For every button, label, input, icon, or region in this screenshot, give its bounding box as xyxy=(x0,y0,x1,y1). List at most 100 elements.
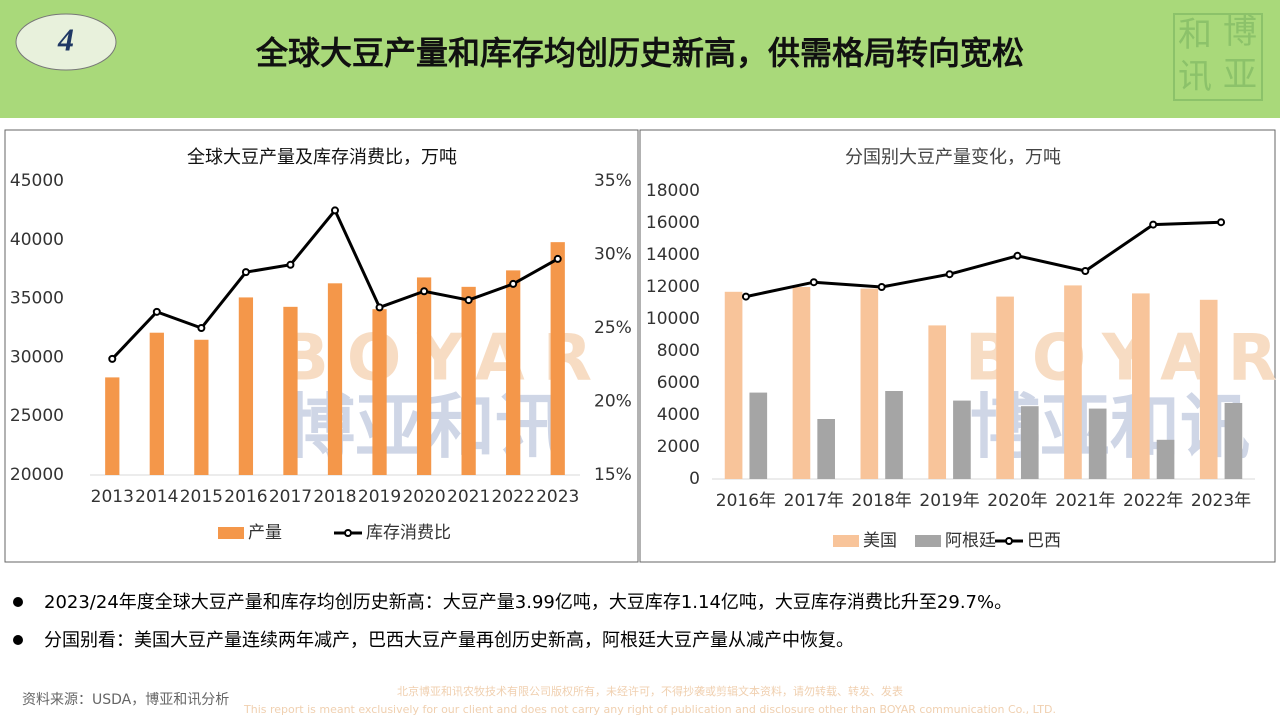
legend-swatch xyxy=(1005,537,1013,545)
bar xyxy=(885,391,903,479)
legend-label: 库存消费比 xyxy=(366,523,451,543)
bullet: 2023/24年度全球大豆产量和库存均创历史新高：大豆产量3.99亿吨，大豆库存… xyxy=(44,592,1012,613)
bar xyxy=(1088,408,1107,479)
point xyxy=(945,270,954,279)
y-tick-label: 18000 xyxy=(646,181,700,201)
y-tick-label: 45000 xyxy=(10,171,64,191)
point xyxy=(331,206,339,215)
legend-label: 美国 xyxy=(863,531,897,551)
x-tick-label: 2018年 xyxy=(852,491,912,511)
y-tick-label: 40000 xyxy=(10,230,64,250)
bar xyxy=(461,286,476,475)
logo-char: 和 xyxy=(1178,17,1212,54)
bar xyxy=(860,288,879,479)
point xyxy=(108,354,117,363)
bullet-dot xyxy=(13,597,23,607)
y-tick-label: 30000 xyxy=(10,347,64,367)
y-tick-label: 2000 xyxy=(657,437,700,457)
logo-char: 讯 xyxy=(1178,59,1212,96)
x-tick-label: 2014 xyxy=(135,487,178,507)
bar xyxy=(953,400,971,479)
x-tick-label: 2022 xyxy=(492,487,535,507)
badge-text: 4 xyxy=(57,21,74,57)
bar xyxy=(1132,293,1150,479)
bullet: 分国别看：美国大豆产量连续两年减产，巴西大豆产量再创历史新高，阿根廷大豆产量从减… xyxy=(44,630,854,651)
x-tick-label: 2015 xyxy=(180,487,223,507)
bar xyxy=(506,270,521,475)
bar xyxy=(149,332,164,475)
legend-label: 阿根廷 xyxy=(945,531,996,551)
bar xyxy=(724,291,743,479)
point xyxy=(286,260,295,269)
legend-swatch xyxy=(218,527,244,539)
bar xyxy=(749,392,768,479)
x-tick-label: 2020 xyxy=(402,487,445,507)
x-tick-label: 2016年 xyxy=(716,491,776,511)
x-tick-label: 2023年 xyxy=(1191,491,1251,511)
point xyxy=(809,278,818,287)
bar xyxy=(283,306,298,475)
x-tick-label: 2016 xyxy=(224,487,267,507)
badge xyxy=(15,13,117,71)
bar xyxy=(1224,403,1243,479)
x-tick-label: 2019 xyxy=(358,487,401,507)
bar xyxy=(817,419,835,479)
x-tick-label: 2013 xyxy=(91,487,134,507)
y2-tick-label: 30% xyxy=(594,245,632,265)
point xyxy=(420,287,429,296)
bar xyxy=(1064,285,1082,479)
x-tick-label: 2022年 xyxy=(1123,491,1183,511)
y-tick-label: 6000 xyxy=(657,373,700,393)
bar xyxy=(1020,406,1039,479)
bar xyxy=(372,309,387,475)
x-tick-label: 2018 xyxy=(313,487,356,507)
bar xyxy=(550,242,565,475)
y2-tick-label: 15% xyxy=(594,465,632,485)
bar xyxy=(996,296,1014,479)
y-tick-label: 0 xyxy=(689,469,700,489)
chart-title: 分国别大豆产量变化，万吨 xyxy=(845,147,1061,168)
x-tick-label: 2017 xyxy=(269,487,312,507)
bar xyxy=(416,277,432,475)
y-tick-label: 8000 xyxy=(657,341,700,361)
point xyxy=(1013,251,1022,260)
logo-char: 博 xyxy=(1223,13,1257,51)
point xyxy=(464,296,473,305)
point xyxy=(1081,267,1090,275)
point xyxy=(509,279,518,288)
point xyxy=(877,283,886,291)
y2-tick-label: 25% xyxy=(594,318,632,338)
bar xyxy=(1156,439,1175,479)
point xyxy=(197,324,206,332)
header-band xyxy=(0,0,1280,118)
legend-swatch xyxy=(833,535,859,547)
logo-frame xyxy=(1173,13,1263,101)
point xyxy=(152,307,161,316)
point xyxy=(1149,220,1158,229)
bar xyxy=(928,325,947,479)
chart-frame xyxy=(4,129,639,563)
legend-swatch xyxy=(344,529,352,537)
source: 资料来源：USDA，博亚和讯分析 xyxy=(22,691,229,708)
y-tick-label: 10000 xyxy=(646,309,700,329)
bullet-dot xyxy=(13,635,23,645)
x-tick-label: 2021年 xyxy=(1055,491,1115,511)
bar xyxy=(194,339,209,475)
point xyxy=(1217,218,1226,227)
bar xyxy=(1199,299,1218,479)
y-tick-label: 14000 xyxy=(646,245,700,265)
y-tick-label: 25000 xyxy=(10,406,64,426)
line xyxy=(745,220,1222,299)
x-tick-label: 2020年 xyxy=(987,491,1047,511)
disclaimer: This report is meant exclusively for our… xyxy=(243,703,1056,716)
chart-frame xyxy=(639,129,1276,563)
point xyxy=(241,268,250,277)
point xyxy=(741,292,750,301)
y-tick-label: 16000 xyxy=(646,213,700,233)
bar xyxy=(327,283,343,475)
bar xyxy=(238,297,254,475)
page-title: 全球大豆产量和库存均创历史新高，供需格局转向宽松 xyxy=(255,34,1024,72)
watermark: BOYAR xyxy=(965,322,1280,396)
